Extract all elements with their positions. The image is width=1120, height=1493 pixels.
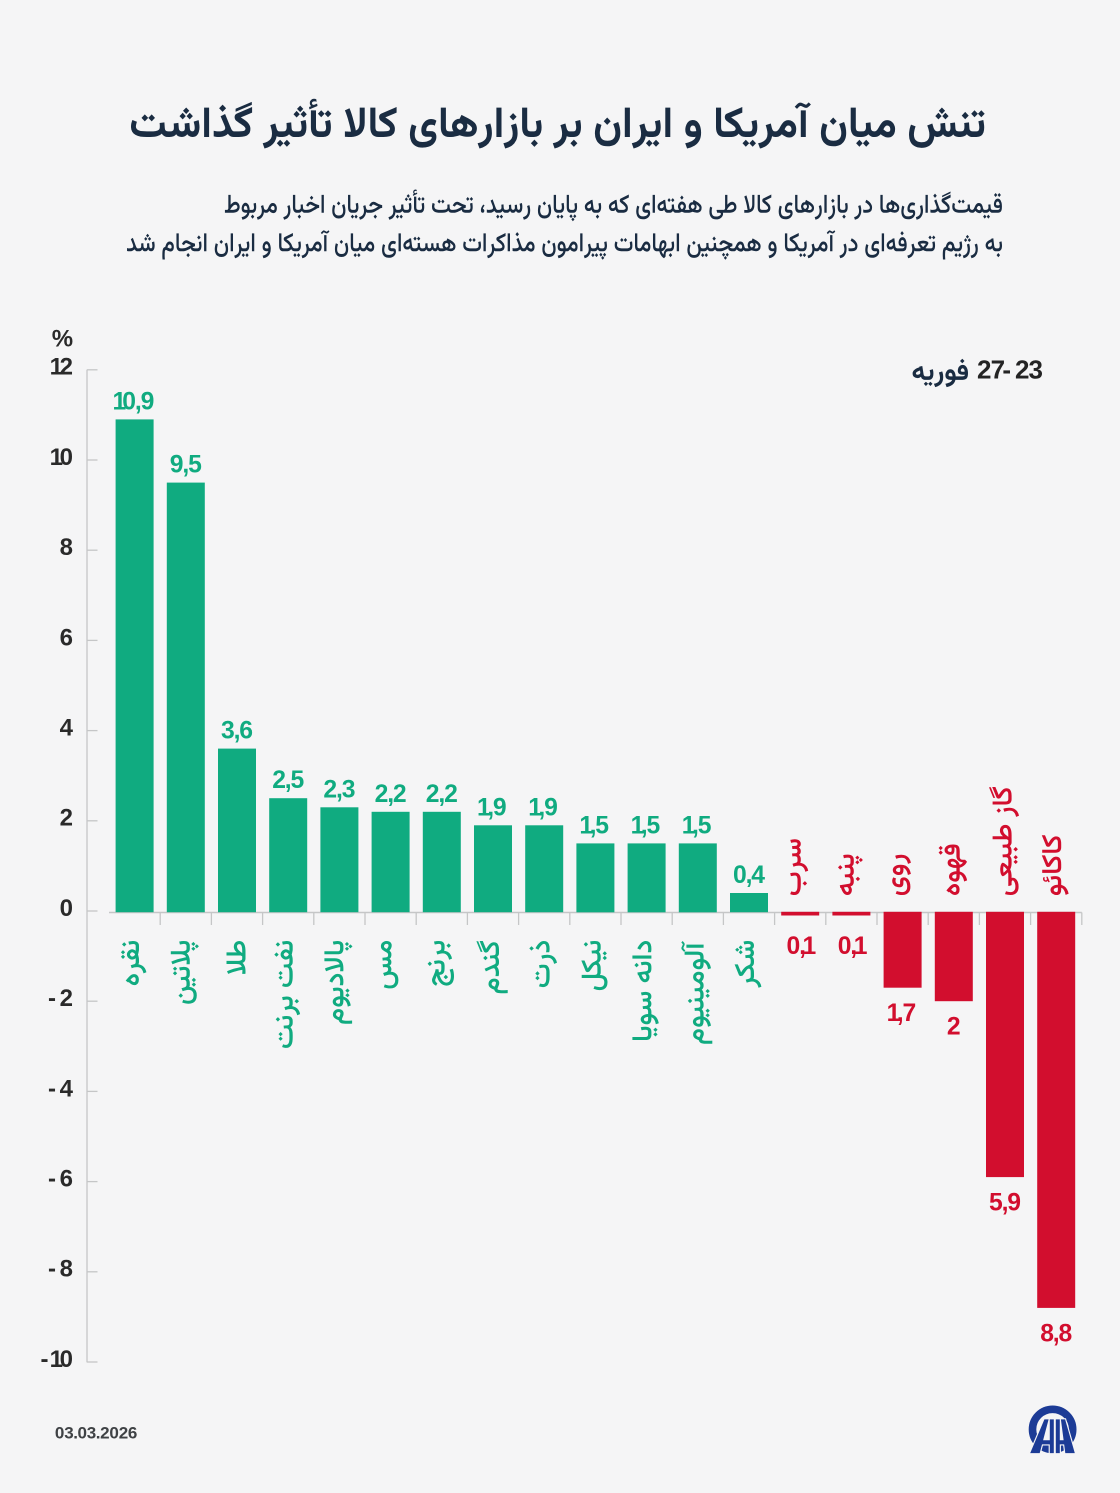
svg-text:9,5: 9,5 <box>170 452 202 479</box>
svg-text:-8: -8 <box>48 1256 73 1283</box>
svg-text:12: 12 <box>50 354 73 381</box>
svg-text:8,8: 8,8 <box>1040 1320 1072 1347</box>
svg-text:2,2: 2,2 <box>375 781 407 808</box>
svg-text:5,9: 5,9 <box>989 1190 1021 1217</box>
svg-text:10,9: 10,9 <box>113 388 155 415</box>
svg-text:10: 10 <box>50 444 73 471</box>
svg-text:03.03.2026: 03.03.2026 <box>55 1424 137 1443</box>
svg-text:1,9: 1,9 <box>477 794 507 821</box>
svg-text:1,7: 1,7 <box>887 1000 917 1027</box>
svg-text:8: 8 <box>60 534 73 561</box>
svg-text:0,4: 0,4 <box>733 862 765 889</box>
svg-text:0,1: 0,1 <box>787 933 817 960</box>
svg-text:2,2: 2,2 <box>426 781 458 808</box>
svg-text:2,5: 2,5 <box>272 767 304 794</box>
svg-text:27-23: 27-23 <box>977 354 1043 384</box>
svg-text:0: 0 <box>60 895 73 922</box>
svg-text:3,6: 3,6 <box>221 718 253 745</box>
svg-text:6: 6 <box>60 624 73 651</box>
svg-text:1,9: 1,9 <box>528 794 558 821</box>
svg-text:0,1: 0,1 <box>838 933 868 960</box>
svg-text:1,5: 1,5 <box>682 812 712 839</box>
svg-text:2: 2 <box>947 1014 961 1041</box>
svg-text:2: 2 <box>60 805 73 832</box>
svg-text:2,3: 2,3 <box>323 776 355 803</box>
svg-text:1,5: 1,5 <box>631 812 661 839</box>
svg-text:%: % <box>52 325 73 352</box>
svg-text:-6: -6 <box>48 1166 73 1193</box>
svg-text:4: 4 <box>60 715 74 742</box>
svg-text:-4: -4 <box>48 1075 74 1102</box>
svg-text:-2: -2 <box>48 985 73 1012</box>
svg-text:1,5: 1,5 <box>579 812 609 839</box>
svg-text:-10: -10 <box>41 1346 73 1373</box>
